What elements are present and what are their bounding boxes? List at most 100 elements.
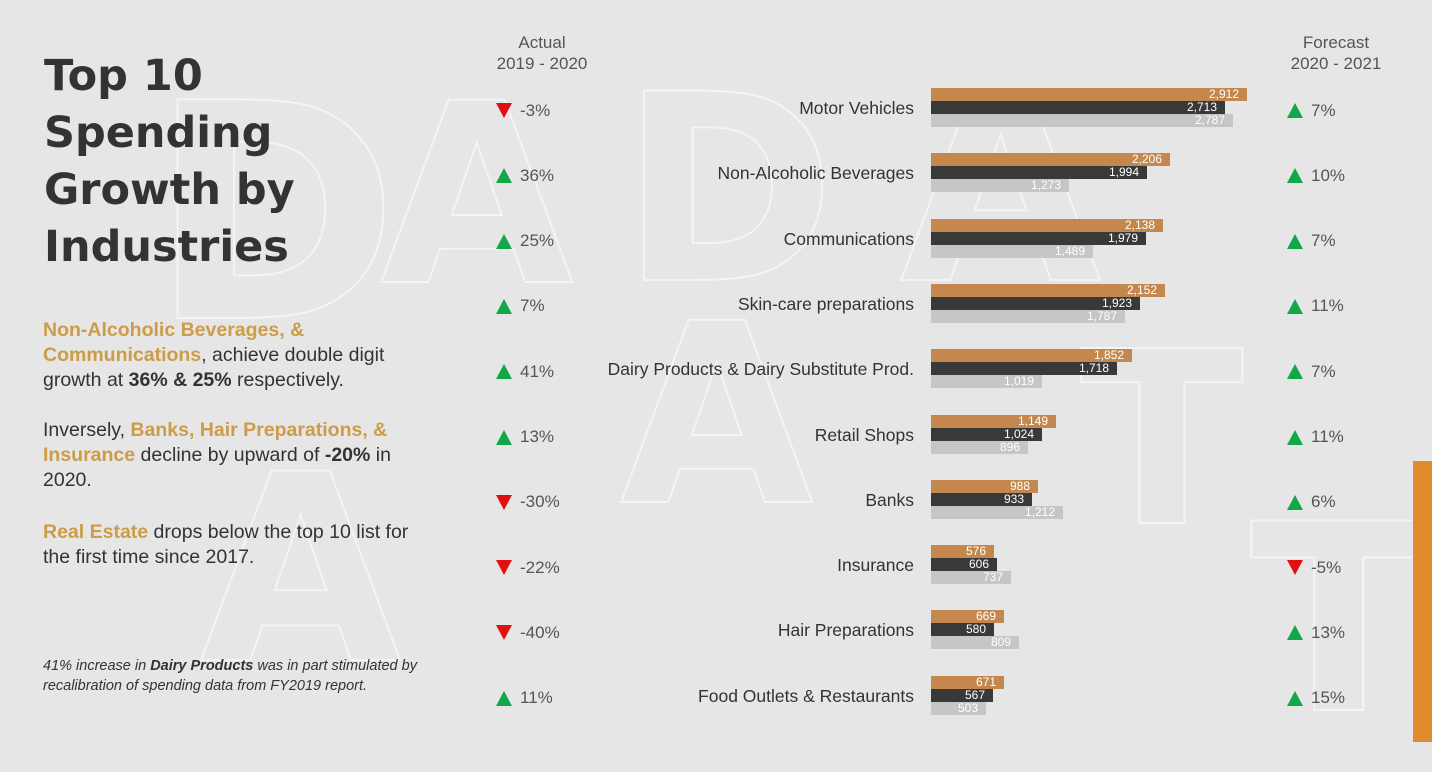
note-bold-text: Dairy Products (150, 658, 254, 674)
summary-paragraph-2: Inversely, Banks, Hair Preparations, & I… (43, 418, 423, 493)
body-text: respectively. (231, 369, 344, 391)
change-value: 36% (520, 165, 555, 185)
highlight-text: Communications (43, 344, 202, 366)
body-text: decline by upward of (135, 444, 325, 466)
actual-change: 13% (496, 427, 554, 448)
bar-series-1: 1,149 (931, 414, 1056, 428)
bar-value-label: 606 (968, 557, 989, 572)
actual-change: 25% (496, 231, 554, 252)
category-label: Insurance (837, 555, 914, 576)
forecast-change: 15% (1287, 688, 1345, 709)
bar-series-1: 576 (931, 544, 994, 559)
change-value: 11% (1311, 296, 1344, 316)
actual-change: -22% (496, 557, 560, 578)
category-label: Hair Preparations (777, 620, 914, 641)
summary-paragraph-1: Non-Alcoholic Beverages, & Communication… (43, 318, 423, 393)
bar-series-3: 809 (931, 636, 1019, 650)
category-label: Food Outlets & Restaurants (698, 685, 914, 706)
category-label: Banks (865, 489, 914, 510)
footnote: 41% increase in Dairy Products was in pa… (43, 656, 463, 696)
bar-value-label: 737 (982, 570, 1003, 585)
bar-value-label: 576 (965, 544, 986, 559)
forecast-change: 11% (1287, 427, 1344, 448)
forecast-change: 6% (1287, 492, 1336, 513)
bar-value-label: 2,787 (1194, 113, 1225, 127)
bar-value-label: 503 (957, 700, 978, 715)
bar-value-label: 1,787 (1086, 308, 1117, 323)
forecast-change: 7% (1287, 361, 1336, 382)
category-label: Dairy Products & Dairy Substitute Prod. (607, 359, 914, 380)
bar-value-label: 1,024 (1003, 426, 1034, 441)
actual-change: -3% (496, 100, 550, 121)
bar-series-2: 1,979 (931, 230, 1146, 245)
change-value: 13% (1311, 622, 1346, 642)
bar-value-label: 671 (975, 674, 996, 689)
bar-series-1: 1,852 (931, 348, 1132, 363)
summary-paragraph-3: Real Estate drops below the top 10 list … (43, 520, 423, 570)
bar-value-label: 1,019 (1003, 374, 1034, 389)
bar-series-3: 1,273 (931, 179, 1069, 193)
bar-series-2: 1,923 (931, 295, 1140, 310)
actual-change: -30% (496, 492, 560, 513)
change-value: 7% (520, 296, 545, 316)
bar-series-2: 1,024 (931, 426, 1042, 441)
bar-value-label: 1,852 (1093, 348, 1124, 363)
bar-series-2: 606 (931, 557, 997, 572)
forecast-change: 7% (1287, 100, 1336, 121)
bar-series-3: 2,787 (931, 114, 1233, 127)
change-value: 13% (520, 427, 555, 447)
bar-value-label: 580 (965, 622, 986, 637)
forecast-label: Forecast (1302, 33, 1370, 52)
change-value: 6% (1311, 492, 1336, 512)
change-value: 7% (1311, 361, 1336, 381)
change-value: -40% (520, 622, 560, 642)
change-value: 41% (520, 361, 555, 381)
bar-series-2: 1,718 (931, 361, 1117, 376)
bar-value-label: 1,923 (1101, 295, 1132, 310)
highlight-text: Real Estate (43, 521, 149, 543)
bar-series-1: 2,138 (931, 218, 1163, 232)
bar-series-3: 896 (931, 440, 1028, 454)
body-text: drops below the top 10 list for the firs… (43, 521, 409, 568)
highlight-text: Banks, Hair Preparations, & Insurance (43, 419, 388, 466)
change-value: -5% (1311, 557, 1342, 577)
bar-series-2: 580 (931, 622, 994, 637)
watermark-letter-t: T (1249, 469, 1428, 772)
change-value: 11% (1311, 427, 1344, 447)
category-label: Retail Shops (814, 424, 914, 445)
up-arrow-icon (1287, 364, 1303, 380)
change-value: 7% (1311, 231, 1336, 251)
actual-change: 41% (496, 361, 554, 382)
change-value: 15% (1311, 688, 1346, 708)
body-text: in 2020. (43, 444, 391, 491)
category-label: Skin-care preparations (737, 293, 914, 314)
category-label: Non-Alcoholic Beverages (717, 163, 915, 184)
up-arrow-icon (1287, 168, 1303, 184)
category-label: Motor Vehicles (799, 98, 914, 118)
bar-value-label: 1,212 (1024, 504, 1055, 519)
forecast-change: 13% (1287, 622, 1345, 643)
bar-value-label: 2,206 (1131, 152, 1162, 167)
bar-series-1: 2,912 (931, 88, 1247, 101)
down-arrow-icon (496, 625, 512, 641)
bar-value-label: 1,718 (1078, 361, 1109, 376)
bar-series-3: 1,019 (931, 374, 1042, 389)
body-text: Inversely, (43, 419, 131, 441)
actual-change: 7% (496, 296, 545, 317)
bar-series-3: 503 (931, 700, 986, 715)
up-arrow-icon (1287, 429, 1303, 445)
accent-strip (1413, 461, 1432, 742)
actual-period: 2019 - 2020 (496, 54, 588, 73)
category-label: Communications (783, 228, 914, 249)
up-arrow-icon (496, 298, 512, 314)
watermark-letter-t: T (1079, 299, 1245, 581)
down-arrow-icon (496, 494, 512, 510)
change-value: -30% (520, 492, 560, 512)
actual-label: Actual (518, 33, 566, 52)
forecast-change: 11% (1287, 296, 1344, 317)
forecast-change: 10% (1287, 165, 1345, 186)
page-title: Top 10 Spending Growth by Industries (44, 51, 295, 272)
bar-value-label: 1,979 (1107, 230, 1138, 245)
change-value: 7% (1311, 100, 1336, 120)
bar-series-1: 2,152 (931, 283, 1165, 297)
